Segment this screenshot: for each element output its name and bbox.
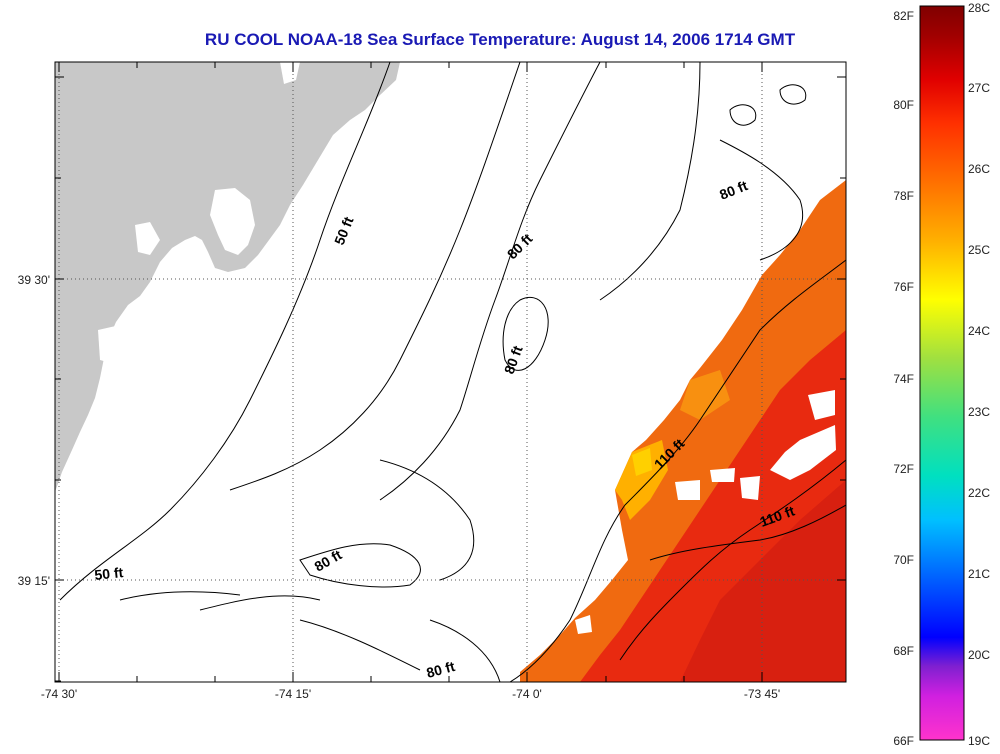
colorbar-c-label: 26C <box>968 162 990 176</box>
colorbar-f-label: 82F <box>893 9 914 23</box>
x-tick-label: -73 45' <box>744 687 780 701</box>
colorbar-f-label: 76F <box>893 280 914 294</box>
y-tick-label: 39 15' <box>18 574 50 588</box>
colorbar-f-label: 66F <box>893 734 914 748</box>
contour-label: 50 ft <box>94 564 125 583</box>
map-title: RU COOL NOAA-18 Sea Surface Temperature:… <box>204 30 796 49</box>
x-tick-label: -74 0' <box>512 687 542 701</box>
y-tick-label: 39 30' <box>18 273 50 287</box>
colorbar-c-label: 27C <box>968 81 990 95</box>
colorbar-c-label: 22C <box>968 486 990 500</box>
colorbar-c-label: 23C <box>968 405 990 419</box>
colorbar-c-label: 20C <box>968 648 990 662</box>
colorbar-f-label: 80F <box>893 98 914 112</box>
x-tick-label: -74 15' <box>275 687 311 701</box>
bay-area <box>210 188 255 255</box>
colorbar-c-label: 21C <box>968 567 990 581</box>
graticule <box>55 62 846 682</box>
colorbar-c-label: 24C <box>968 324 990 338</box>
colorbar-f-label: 74F <box>893 372 914 386</box>
colorbar-f-label: 78F <box>893 189 914 203</box>
colorbar-c-label: 28C <box>968 1 990 15</box>
sst-warm-region <box>520 180 846 682</box>
colorbar-c-label: 25C <box>968 243 990 257</box>
colorbar-f-label: 68F <box>893 644 914 658</box>
contour-label: 80 ft <box>425 658 457 681</box>
depth-contours <box>59 62 846 682</box>
colorbar-scale <box>919 5 965 741</box>
tick-marks <box>55 62 846 682</box>
colorbar-f-label: 72F <box>893 462 914 476</box>
x-tick-label: -74 30' <box>41 687 77 701</box>
map-frame <box>54 61 847 683</box>
colorbar-c-label: 19C <box>968 734 990 748</box>
colorbar-f-label: 70F <box>893 553 914 567</box>
land-area <box>55 62 400 492</box>
